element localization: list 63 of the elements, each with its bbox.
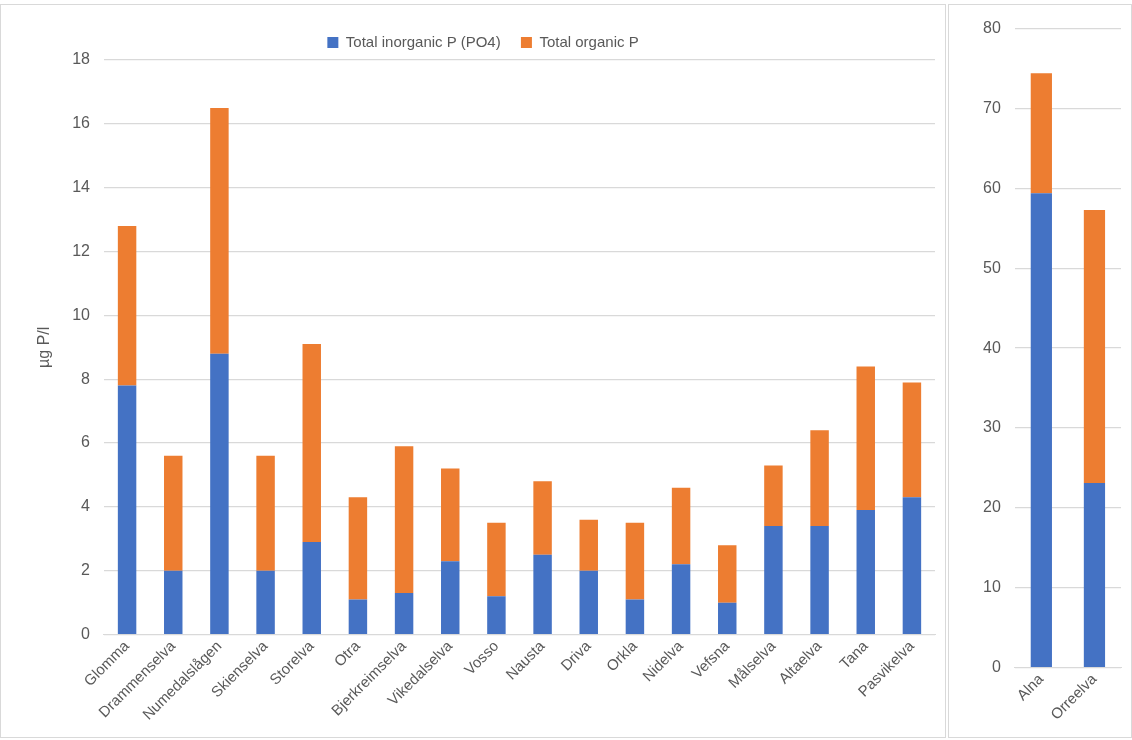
bar [902,382,922,498]
legend-label: Total organic P [539,32,639,50]
bar [856,510,875,634]
bar [348,599,368,634]
y-tick-label: 20 [983,498,1001,516]
y-tick-label: 0 [81,624,91,642]
y-tick-label: 70 [983,98,1001,116]
bar [1030,73,1052,194]
bar [718,602,737,634]
bar [394,593,414,634]
y-tick-label: 12 [72,241,91,259]
y-tick-label: 40 [983,338,1001,356]
bar [625,599,645,634]
bar [487,596,506,634]
bar [1083,483,1106,667]
bar [671,564,691,634]
bar [810,430,829,527]
bar [856,366,875,511]
y-tick-label: 0 [991,658,1001,676]
bar [579,570,598,634]
bar [625,522,645,600]
bar [256,570,275,634]
y-tick-label: 6 [81,433,91,451]
y-tick-label: 14 [72,178,91,196]
bar [117,385,137,634]
y-tick-label: 16 [72,114,91,132]
bar [441,561,460,634]
bar [764,465,783,527]
y-tick-label: 8 [81,369,91,387]
x-tick-label: Alna [1013,669,1047,704]
bar [210,353,229,634]
bar [441,468,460,562]
bar [302,344,321,542]
y-tick-label: 18 [72,50,91,68]
bar [579,519,598,571]
y-tick-label: 10 [72,305,91,323]
bar [210,107,229,354]
bar [902,497,922,634]
bar [256,455,275,571]
bar [764,526,783,634]
bar [533,481,552,555]
bar [164,570,183,634]
bar [1083,209,1106,484]
bar [718,545,737,603]
bar [487,522,506,597]
y-axis-title: µg P/l [35,326,53,368]
y-tick-label: 2 [81,561,91,579]
bar [302,542,321,634]
bar [533,554,552,634]
y-tick-label: 10 [983,578,1001,596]
y-tick-label: 80 [983,19,1001,37]
bar [164,455,183,571]
bar [810,526,829,634]
legend-label: Total inorganic P (PO4) [345,32,501,50]
bar [348,497,368,600]
bar [671,487,691,565]
bar [394,446,414,594]
y-tick-label: 4 [81,497,91,515]
y-tick-label: 50 [983,258,1001,276]
y-tick-label: 30 [983,418,1001,436]
bar [1030,193,1052,667]
bar [117,225,137,386]
y-tick-label: 60 [983,178,1001,196]
